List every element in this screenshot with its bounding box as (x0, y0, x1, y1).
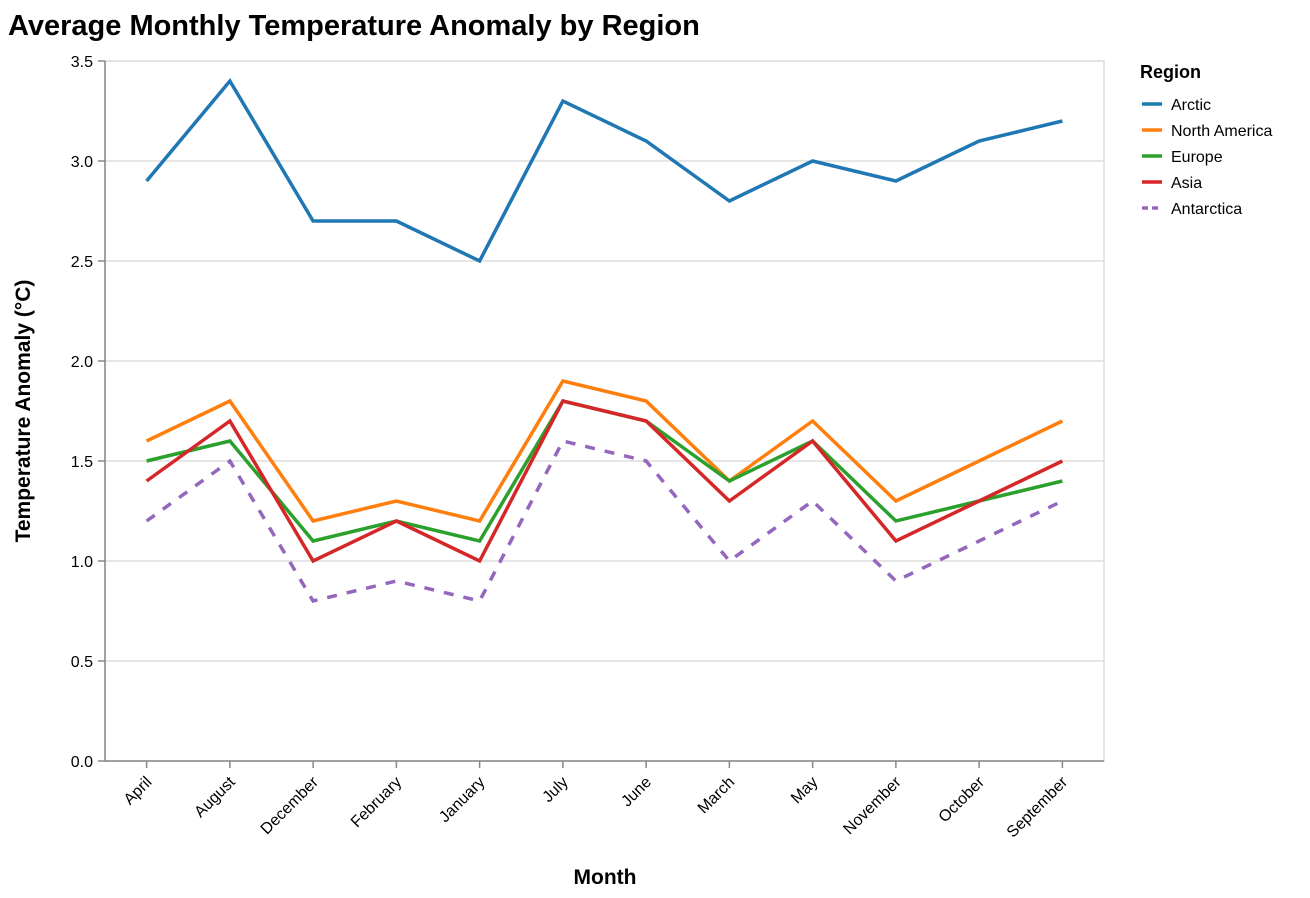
y-axis-title: Temperature Anomaly (°C) (12, 280, 35, 543)
y-tick-label: 2.5 (71, 254, 93, 271)
x-tick-label: November (840, 773, 905, 838)
y-tick-label: 2.0 (71, 354, 93, 371)
x-tick-label: May (788, 774, 821, 807)
x-tick-label: March (695, 774, 738, 817)
legend-label: Asia (1171, 175, 1202, 192)
y-tick-label: 1.0 (71, 554, 93, 571)
x-tick-label: August (191, 773, 239, 821)
legend-title: Region (1140, 62, 1201, 82)
x-tick-label: July (540, 774, 572, 806)
series-lines (145, 77, 1064, 604)
series-line-arctic (145, 77, 1063, 264)
x-tick-label: January (436, 774, 488, 826)
legend-items: Arctic North America Europe Asia Antarctica (1142, 97, 1272, 218)
legend-label: North America (1171, 123, 1272, 140)
y-tick-label: 0.0 (71, 754, 93, 771)
series-line-north-america (145, 378, 1064, 524)
legend: Region Arctic North America Europe Asia Anta… (1140, 62, 1272, 218)
y-tick-label: 1.5 (71, 454, 93, 471)
x-tick-label: June (618, 774, 655, 811)
series-line-asia (145, 398, 1064, 564)
legend-label: Antarctica (1171, 201, 1242, 218)
x-tick-label: September (1004, 773, 1072, 841)
x-axis-title: Month (574, 866, 637, 889)
y-tick-label: 3.0 (71, 154, 93, 171)
x-tick-label: October (936, 773, 989, 826)
x-tick-label: April (121, 774, 156, 809)
y-tick-label: 0.5 (71, 654, 93, 671)
series-line-europe (146, 398, 1063, 544)
legend-label: Europe (1171, 149, 1223, 166)
y-tick-label: 3.5 (71, 54, 93, 71)
series-line-antarctica (145, 438, 1064, 604)
legend-label: Arctic (1171, 97, 1211, 114)
x-tick-label: December (258, 773, 323, 838)
chart-title: Average Monthly Temperature Anomaly by R… (8, 10, 700, 42)
x-tick-label: February (348, 774, 405, 831)
